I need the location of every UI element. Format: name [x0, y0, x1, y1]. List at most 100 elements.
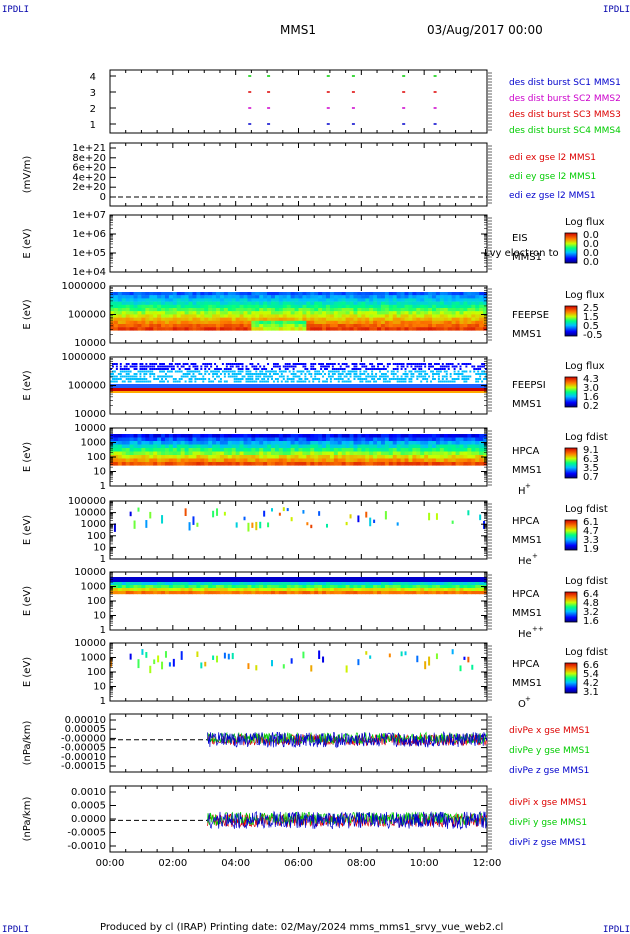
hpca_hepp-cell [161, 591, 166, 595]
hpca_h-cell [263, 444, 268, 449]
hpca_h-cell [467, 462, 472, 466]
feepse-cell [125, 298, 131, 302]
hpca_h-cell [290, 441, 296, 445]
feepse-cell [435, 304, 441, 309]
hpca_h-colorbar-tick: 6.3 [583, 454, 599, 465]
feepse-cell [219, 314, 225, 318]
feepse-cell [388, 327, 394, 331]
feepse-cell [298, 304, 303, 309]
feepse-cell [188, 317, 193, 321]
feepse-cell [467, 295, 472, 299]
hpca_hepp-cell [455, 582, 461, 586]
hpca_h-cell [168, 455, 174, 459]
feepse-cell [164, 298, 170, 302]
hpca_hepp-cell [400, 582, 406, 586]
hpca_h-cell [349, 462, 354, 466]
feepsi-cell [453, 365, 456, 368]
hpca_h-cell [432, 441, 437, 445]
feepsi-colorbar-tick: 4.3 [583, 374, 599, 385]
feepsi-cell [263, 380, 266, 383]
hpca_hepp-cell [259, 577, 264, 582]
feepsi-cell [125, 378, 128, 380]
hpca_hepp-cell [325, 591, 331, 595]
feepsi-cell [296, 370, 299, 373]
feepse-cell [117, 298, 123, 302]
feepse-cell [451, 301, 457, 305]
hpca_h-cell [216, 444, 221, 449]
feepsi-cell [184, 363, 187, 365]
hpca_hepp-cell [161, 588, 166, 592]
feepse-cell [412, 314, 417, 318]
feepsi-cell [182, 373, 185, 375]
feepse-cell [216, 311, 221, 315]
hpca_h-cell [341, 448, 347, 452]
hpca_hepp-species-sup: ++ [532, 625, 544, 633]
divpe-legend-0: divPe x gse MMS1 [509, 726, 590, 736]
hpca_h-cell [420, 448, 425, 452]
hpca_h-cell [282, 448, 288, 452]
hpca_h-cell [113, 458, 119, 463]
hpca_h-cell [125, 441, 131, 445]
hpca_hepp-cell [286, 577, 292, 582]
feepsi-cell [282, 375, 285, 378]
hpca_o-cell [428, 656, 431, 666]
feepsi-cell [347, 380, 350, 383]
hpca_he-cell [357, 515, 360, 523]
hpca_h-cell [286, 444, 292, 449]
feepsi-cell [351, 370, 354, 373]
feepse-cell [439, 327, 445, 331]
feepsi-cell [343, 368, 346, 370]
feepse-cell [380, 311, 386, 315]
hpca_hepp-cell [137, 585, 142, 589]
hpca_h-cell [428, 441, 433, 445]
feepse-cell [392, 301, 398, 305]
feepse-cell [306, 320, 311, 325]
feepsi-cell [410, 373, 413, 375]
hpca_h-cell [353, 437, 358, 442]
feepse-cell [125, 304, 131, 309]
hpca_h-cell [451, 437, 457, 442]
feepsi-cell [241, 378, 244, 380]
feepse-cell [243, 301, 248, 305]
edi-ytick-label: 0 [100, 192, 106, 203]
feepse-cell [223, 324, 229, 328]
hpca_hepp-cell [435, 585, 441, 589]
feepse-cell [200, 298, 205, 302]
feepse-cell [239, 327, 245, 331]
feepse-cell [200, 292, 205, 296]
x-tick-label: 00:00 [96, 858, 125, 869]
feepse-cell [318, 327, 323, 331]
feepse-cell [392, 292, 398, 296]
hpca_h-cell [475, 462, 480, 466]
feepsi-cell [341, 373, 344, 375]
feepsi-cell [292, 365, 295, 368]
feepse-cell [247, 311, 252, 315]
feepse-cell [235, 292, 241, 296]
hpca_h-cell [424, 458, 429, 463]
hpca_hepp-cell [302, 577, 307, 582]
feepse-cell [373, 304, 378, 309]
hpca_h-cell [168, 444, 174, 449]
hpca_h-cell [463, 444, 468, 449]
hpca_hepp-cell [129, 585, 135, 589]
hpca_he-cell [369, 517, 372, 527]
feepsi-cell [227, 375, 230, 378]
hpca_h-cell [373, 434, 378, 438]
feepse-cell [408, 295, 413, 299]
feepsi-cell [164, 373, 167, 375]
feepsi-cell [392, 378, 395, 380]
feepse-cell [467, 317, 472, 321]
feepse-cell [188, 311, 193, 315]
feepsi-cell [243, 375, 246, 378]
feepse-cell [392, 298, 398, 302]
hpca_h-cell [443, 441, 449, 445]
feepsi-cell [135, 368, 138, 370]
feepsi-cell [153, 363, 156, 365]
hpca_hepp-cell [400, 591, 406, 595]
hpca_o-cell [153, 659, 156, 665]
feepse-cell [121, 314, 127, 318]
feepse-instrument-label: FEEPSE [512, 310, 549, 321]
hpca_hepp-cell [341, 585, 347, 589]
hpca_h-cell [451, 462, 457, 466]
